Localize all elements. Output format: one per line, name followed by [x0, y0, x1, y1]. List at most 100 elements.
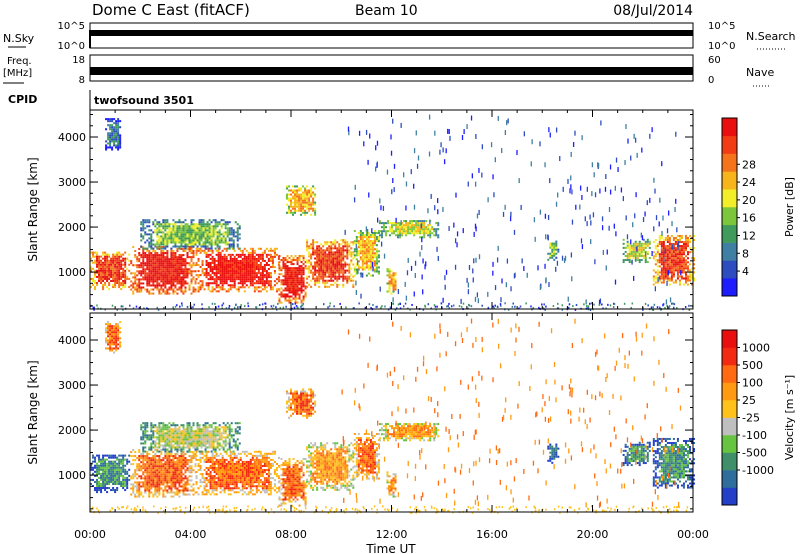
echo-cell: [662, 269, 665, 272]
echo-cell: [168, 264, 171, 267]
echo-cell: [104, 484, 107, 488]
echo-cell: [294, 299, 297, 302]
scatter-echo: [420, 223, 422, 229]
echo-cell: [115, 122, 118, 125]
echo-cell: [184, 266, 187, 269]
echo-cell: [195, 251, 198, 254]
echo-cell: [130, 262, 133, 265]
echo-cell: [144, 471, 147, 474]
echo-cell: [117, 130, 120, 133]
echo-cell: [294, 185, 297, 188]
echo-cell: [102, 273, 105, 276]
echo-cell: [106, 261, 109, 264]
echo-cell: [417, 224, 420, 227]
echo-cell: [342, 277, 345, 280]
echo-cell: [138, 247, 141, 251]
echo-cell: [112, 286, 115, 289]
echo-cell: [114, 286, 117, 289]
echo-cell: [239, 274, 242, 277]
echo-cell: [312, 267, 315, 270]
echo-cell: [184, 237, 187, 240]
echo-cell: [269, 255, 272, 258]
echo-cell: [308, 205, 311, 208]
echo-cell: [160, 286, 163, 289]
echo-cell: [146, 481, 149, 484]
echo-cell: [243, 257, 246, 260]
scatter-echo: [579, 204, 581, 210]
echo-cell: [205, 282, 208, 285]
echo-cell: [113, 136, 116, 139]
nsearch-tick-top: 10^5: [708, 21, 735, 32]
scatter-echo: [454, 238, 457, 244]
echo-cell: [176, 231, 179, 234]
echo-cell: [144, 455, 147, 458]
echo-cell: [369, 244, 372, 247]
echo-cell: [98, 277, 101, 280]
echo-cell: [678, 271, 681, 274]
echo-cell: [206, 225, 209, 228]
echo-cell: [100, 259, 103, 262]
scatter-echo: [667, 270, 670, 276]
echo-cell: [365, 260, 368, 263]
echo-cell: [298, 265, 301, 268]
echo-cell: [284, 287, 287, 290]
echo-cell: [132, 489, 135, 492]
echo-cell: [114, 269, 117, 272]
echo-cell: [160, 284, 163, 287]
ground-scatter: [233, 306, 236, 309]
scatter-echo: [383, 253, 386, 259]
echo-cell: [211, 261, 214, 264]
echo-cell: [195, 253, 198, 256]
echo-cell: [318, 255, 321, 258]
echo-cell: [284, 273, 287, 276]
echo-cell: [693, 257, 696, 260]
echo-cell: [188, 288, 191, 291]
echo-cell: [174, 280, 177, 283]
echo-cell: [180, 268, 183, 271]
echo-cell: [431, 226, 434, 229]
echo-cell: [152, 266, 155, 269]
echo-cell: [92, 284, 95, 287]
echo-cell: [100, 279, 103, 282]
echo-cell: [375, 264, 378, 267]
echo-cell: [158, 225, 161, 228]
echo-cell: [421, 224, 424, 227]
ground-scatter: [543, 303, 545, 306]
echo-cell: [237, 278, 240, 281]
echo-cell: [654, 255, 657, 258]
echo-cell: [176, 266, 179, 269]
echo-cell: [693, 279, 696, 282]
echo-cell: [200, 223, 203, 226]
echo-cell: [113, 140, 116, 143]
echo-cell: [284, 297, 287, 300]
echo-cell: [96, 265, 99, 268]
echo-cell: [102, 286, 105, 289]
echo-cell: [119, 120, 122, 123]
scatter-echo: [641, 147, 643, 153]
echo-cell: [287, 197, 290, 200]
echo-cell: [194, 288, 197, 291]
echo-cell: [217, 259, 220, 262]
echo-cell: [90, 286, 93, 289]
echo-cell: [222, 241, 225, 244]
echo-cell: [223, 263, 226, 267]
echo-cell: [225, 278, 228, 281]
ground-scatter: [270, 305, 273, 308]
echo-cell: [294, 189, 297, 192]
echo-cell: [656, 245, 659, 248]
ground-scatter: [370, 307, 372, 310]
echo-cell: [152, 459, 155, 462]
echo-cell: [361, 238, 364, 241]
echo-cell: [172, 264, 175, 267]
echo-cell: [120, 265, 123, 268]
echo-cell: [352, 243, 355, 246]
echo-cell: [388, 226, 391, 229]
echo-cell: [300, 269, 303, 272]
echo-cell: [259, 261, 262, 264]
echo-cell: [294, 269, 297, 272]
echo-cell: [118, 462, 121, 465]
echo-cell: [178, 219, 181, 222]
echo-cell: [197, 247, 200, 250]
echo-cell: [156, 448, 159, 451]
echo-cell: [686, 277, 689, 280]
